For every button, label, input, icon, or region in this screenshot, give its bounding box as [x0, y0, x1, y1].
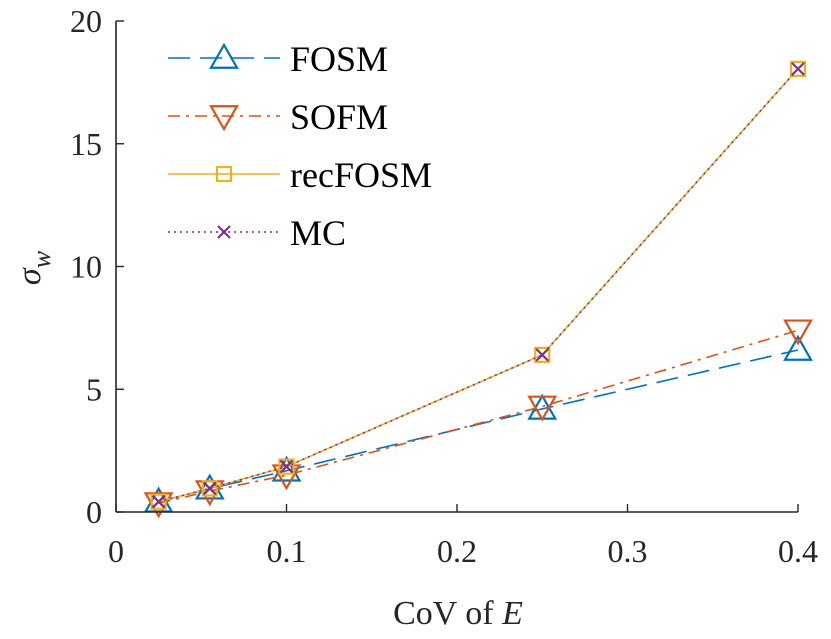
- y-tick-label-3: 15: [70, 126, 102, 162]
- data-point-recfosm-4: [789, 60, 807, 77]
- y-axis-label-subscript: w: [27, 250, 56, 268]
- data-point-recfosm-0: [150, 493, 167, 510]
- series-line-mc: [158, 68, 799, 503]
- data-point-sofm-4: [783, 319, 813, 346]
- legend-label-sofm: SOFM: [290, 97, 388, 137]
- data-point-mc-4: [791, 62, 805, 76]
- tick-labels: 0 0.1 0.2 0.3 0.4 0 5 10 15 20: [70, 3, 818, 569]
- legend-marker-mc: [217, 225, 231, 239]
- series-recfosm: [150, 60, 807, 510]
- x-tick-label-1: 0.1: [267, 533, 307, 569]
- data-point-fosm-4: [783, 334, 813, 361]
- data-point-recfosm-3: [534, 346, 551, 363]
- legend-label-fosm: FOSM: [290, 39, 388, 79]
- y-axis-label: σw: [11, 250, 56, 285]
- data-point-mc-2: [279, 459, 294, 474]
- y-tick-label-0: 0: [86, 494, 102, 530]
- legend-label-recfosm: recFOSM: [290, 155, 432, 195]
- x-axis-label-variable: E: [501, 595, 523, 632]
- series-line-recfosm: [158, 68, 799, 503]
- axes-layer: [115, 20, 799, 513]
- data-point-recfosm-2: [278, 458, 295, 475]
- legend-entry-recfosm: recFOSM: [168, 155, 432, 195]
- legend-entry-sofm: SOFM: [168, 97, 388, 137]
- x-tick-label-4: 0.4: [778, 533, 818, 569]
- legend-entry-mc: MC: [168, 213, 346, 253]
- legend-marker-sofm: [209, 105, 239, 132]
- legend: FOSM SOFM recFOSM MC: [168, 39, 432, 253]
- legend-marker-recfosm: [215, 165, 233, 183]
- y-axis-label-variable: σ: [11, 267, 48, 285]
- x-tick-label-3: 0.3: [608, 533, 648, 569]
- x-tick-label-2: 0.2: [437, 533, 477, 569]
- data-point-mc-1: [202, 481, 217, 496]
- data-point-recfosm-1: [201, 480, 218, 497]
- legend-entry-fosm: FOSM: [168, 39, 388, 79]
- legend-label-mc: MC: [290, 213, 346, 253]
- data-point-mc-0: [151, 494, 166, 509]
- x-axis-label: CoV of E: [393, 595, 523, 632]
- series-sofm: [143, 319, 813, 519]
- series-mc: [151, 62, 805, 509]
- legend-marker-fosm: [209, 42, 239, 69]
- y-tick-label-4: 20: [70, 3, 102, 39]
- plot-area: [115, 20, 813, 519]
- y-tick-label-1: 5: [86, 371, 102, 407]
- y-tick-label-2: 10: [70, 249, 102, 285]
- series-line-sofm: [158, 329, 799, 504]
- x-tick-label-0: 0: [108, 533, 124, 569]
- data-point-sofm-3: [527, 395, 558, 422]
- x-axis-label-text: CoV of: [393, 595, 502, 632]
- series-layer: [143, 60, 813, 519]
- data-point-mc-3: [535, 348, 550, 362]
- series-line-fosm: [158, 349, 799, 503]
